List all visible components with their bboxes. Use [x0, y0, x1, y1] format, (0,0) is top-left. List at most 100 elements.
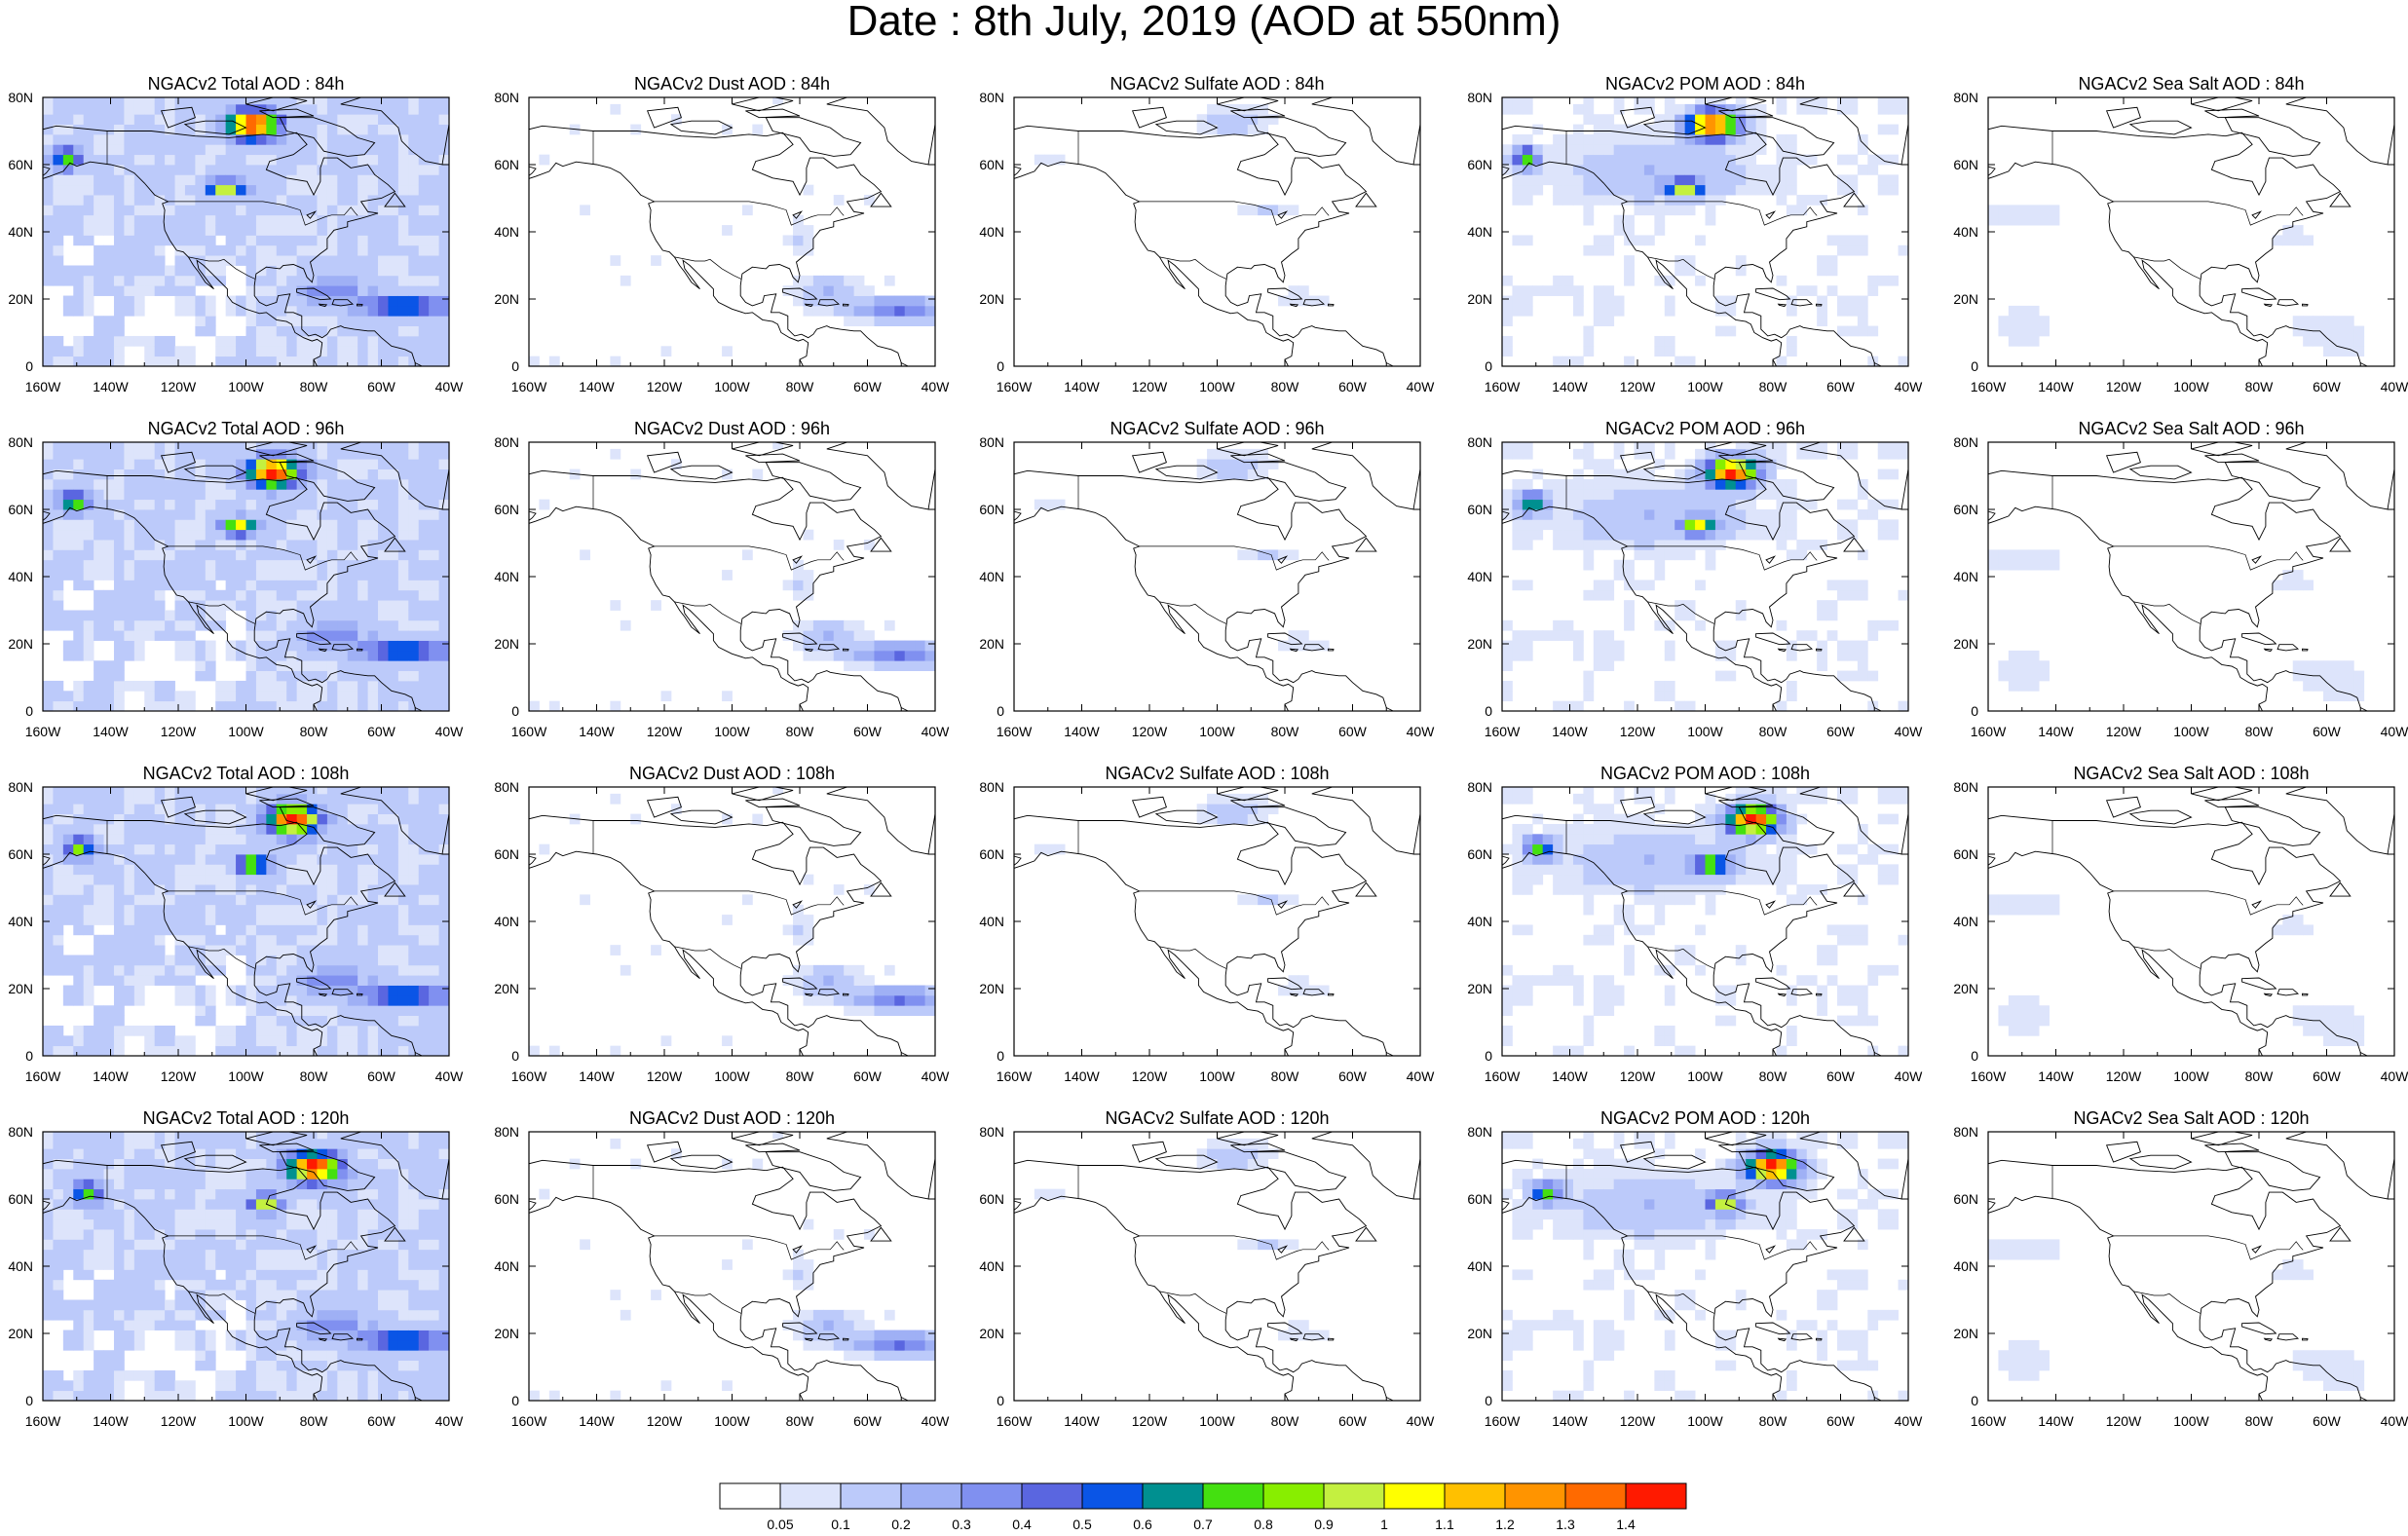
aod-cell	[915, 316, 925, 326]
aod-cell	[276, 275, 287, 286]
aod-cell	[1624, 529, 1635, 541]
aod-cell	[236, 691, 246, 702]
aod-cell	[165, 1045, 175, 1056]
aod-cell	[1237, 468, 1249, 480]
aod-cell	[1735, 97, 1747, 105]
aod-cell	[418, 1015, 430, 1027]
aod-cell	[397, 1035, 409, 1047]
aod-cell	[83, 97, 94, 105]
aod-cell	[43, 843, 54, 855]
aod-cell	[418, 244, 430, 256]
aod-cell	[1806, 195, 1818, 206]
aod-cell	[83, 874, 94, 885]
aod-cell	[215, 335, 227, 347]
aod-cell	[397, 559, 409, 571]
aod-cell	[1502, 843, 1513, 855]
lat-tick-label: 0	[1485, 703, 1492, 719]
aod-cell	[397, 1005, 409, 1016]
aod-cell	[83, 823, 94, 835]
aod-cell	[144, 854, 156, 865]
aod-cell	[378, 904, 389, 916]
aod-cell	[1705, 154, 1716, 166]
aod-cell	[195, 144, 207, 156]
aod-cell	[418, 184, 430, 196]
aod-cell	[154, 787, 166, 795]
aod-cell	[1583, 325, 1595, 337]
aod-cell	[429, 650, 439, 661]
aod-cell	[154, 195, 166, 206]
aod-cell	[255, 793, 267, 805]
aod-cell	[195, 509, 207, 520]
aod-cell	[215, 442, 227, 450]
aod-cell	[215, 787, 227, 795]
aod-cell	[326, 124, 338, 135]
aod-cell	[2039, 559, 2050, 571]
aod-cell	[225, 559, 237, 571]
aod-cell	[165, 1025, 175, 1036]
aod-cell	[367, 934, 379, 946]
aod-cell	[296, 442, 308, 450]
aod-cell	[1572, 499, 1584, 510]
aod-cell	[236, 255, 246, 266]
aod-cell	[43, 874, 54, 885]
aod-cell	[1664, 1035, 1675, 1047]
coastlines	[43, 787, 449, 1056]
aod-cell	[1674, 133, 1686, 145]
aod-cell	[884, 1005, 895, 1016]
aod-cell	[1502, 964, 1513, 976]
aod-cell	[296, 225, 308, 236]
aod-cell	[1044, 154, 1056, 166]
aod-cell	[388, 1035, 399, 1047]
aod-cell	[2303, 325, 2314, 337]
aod-cell	[326, 640, 338, 652]
aod-cell	[62, 174, 74, 186]
map-panel: NGACv2 Dust AOD : 84h 160W 140W 120W 100W 80W…	[486, 62, 960, 399]
aod-cell	[1207, 114, 1218, 125]
aod-cell	[2018, 559, 2030, 571]
aod-cell	[94, 610, 104, 621]
aod-cell	[1624, 165, 1635, 175]
aod-cell	[347, 184, 358, 196]
aod-cell	[2028, 316, 2040, 326]
aod-cell	[225, 124, 237, 135]
aod-cell	[113, 660, 125, 671]
aod-cell	[1603, 630, 1615, 641]
aod-cell	[1603, 804, 1615, 814]
aod-cell	[378, 275, 389, 286]
lat-tick-label: 20N	[1467, 636, 1492, 652]
aod-cell	[1512, 489, 1524, 501]
aod-cell	[1776, 864, 1787, 876]
aod-cell	[1532, 874, 1544, 885]
aod-cell	[823, 295, 835, 307]
aod-cell	[1562, 884, 1574, 895]
aod-cell	[1553, 275, 1563, 286]
aod-cell	[215, 509, 227, 520]
aod-cell	[174, 295, 186, 307]
aod-cell	[1502, 509, 1513, 520]
aod-cell	[296, 580, 308, 591]
aod-cell	[62, 549, 74, 561]
aod-cell	[1847, 650, 1859, 661]
aod-cell	[165, 904, 175, 916]
aod-cell	[1888, 275, 1899, 286]
aod-cell	[43, 478, 54, 490]
aod-cell	[184, 994, 196, 1006]
aod-cell	[286, 915, 298, 925]
aod-cell	[1512, 442, 1524, 450]
aod-cell	[296, 295, 308, 307]
aod-cell	[884, 985, 895, 996]
aod-cell	[1247, 205, 1259, 216]
lat-tick-label: 60N	[8, 846, 33, 862]
aod-cell	[245, 985, 257, 996]
aod-cell	[438, 103, 449, 115]
aod-cell	[255, 559, 267, 571]
aod-cell	[255, 529, 267, 541]
aod-cell	[1664, 205, 1675, 216]
aod-cell	[2018, 205, 2030, 216]
aod-cell	[245, 964, 257, 976]
aod-cell	[1837, 864, 1848, 876]
aod-cell	[388, 691, 399, 702]
aod-cell	[154, 214, 166, 226]
aod-cell	[94, 600, 104, 611]
aod-cell	[1776, 964, 1787, 976]
